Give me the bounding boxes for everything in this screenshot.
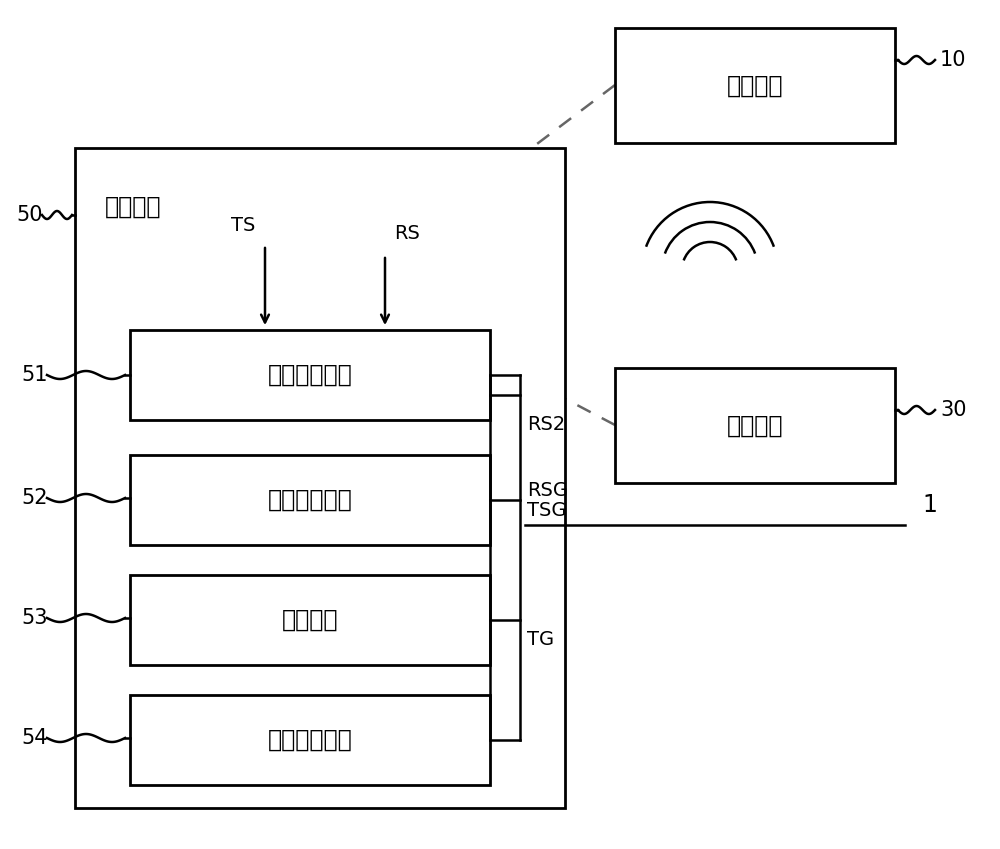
Bar: [130, 330, 490, 420]
Text: TG: TG: [527, 630, 554, 649]
Bar: [130, 455, 490, 545]
Text: 能量决定模块: 能量决定模块: [268, 728, 352, 752]
Text: 10: 10: [940, 50, 966, 70]
Text: RS2: RS2: [527, 415, 565, 434]
Text: RSG: RSG: [527, 481, 568, 500]
Text: 30: 30: [940, 400, 966, 420]
Text: RS: RS: [394, 224, 420, 243]
Bar: [615, 28, 895, 143]
Text: 50: 50: [17, 205, 43, 225]
Text: 53: 53: [22, 608, 48, 628]
Text: 54: 54: [22, 728, 48, 748]
Text: 筛选模块: 筛选模块: [282, 608, 338, 632]
Text: 52: 52: [22, 488, 48, 508]
Bar: [130, 695, 490, 785]
Bar: [615, 368, 895, 483]
Text: 1: 1: [923, 493, 937, 517]
Text: 干扰消除模块: 干扰消除模块: [268, 363, 352, 387]
Text: 51: 51: [22, 365, 48, 385]
Text: 收音装置: 收音装置: [727, 413, 783, 437]
Text: 信号分割模块: 信号分割模块: [268, 488, 352, 512]
Bar: [130, 575, 490, 665]
Bar: [75, 148, 565, 808]
Text: 处理装置: 处理装置: [105, 195, 162, 219]
Text: 扬声装置: 扬声装置: [727, 74, 783, 98]
Text: TSG: TSG: [527, 501, 566, 520]
Text: TS: TS: [231, 216, 255, 235]
